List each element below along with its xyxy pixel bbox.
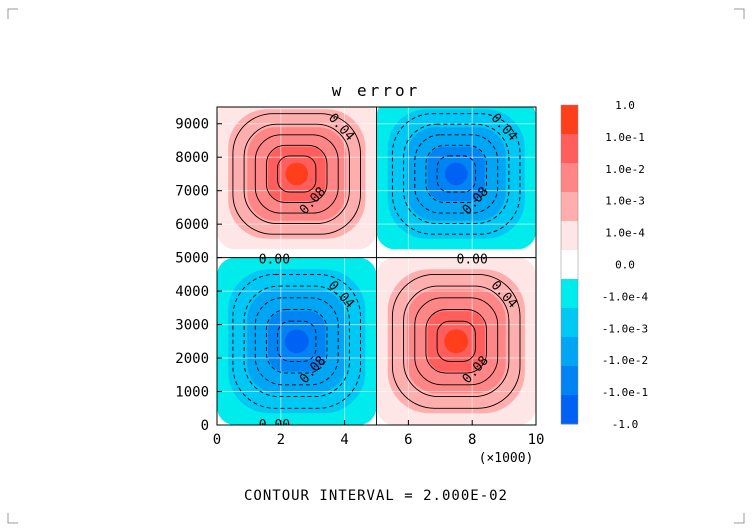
colorbar-label-1: 1.0e-1 [605, 131, 645, 144]
contour-line-1-4 [436, 155, 476, 193]
y-tick-label-9: 9000 [175, 117, 209, 133]
contour-line-3-0 [391, 273, 521, 409]
field-band-3-4 [444, 329, 469, 354]
colorbar-label-7: -1.0e-3 [602, 322, 648, 335]
contour-line-0-4 [277, 155, 317, 193]
contour-label-10: 0.00 [259, 418, 290, 433]
colorbar-label-8: -1.0e-2 [602, 354, 648, 367]
contour-line-2-4 [277, 320, 317, 362]
corner-marks [7, 8, 745, 524]
contour-line-0-0 [232, 113, 361, 235]
corner-mark-bottom-right [734, 513, 745, 524]
contour-line-3-4 [436, 320, 476, 362]
field-band-0-4 [285, 162, 309, 186]
corner-mark-top-left [7, 8, 18, 19]
colorbar-label-9: -1.0e-1 [602, 386, 648, 399]
corner-mark-bottom-left [7, 513, 18, 524]
chart-title: w error [332, 81, 420, 100]
y-tick-label-5: 5000 [175, 251, 209, 267]
x-tick-label-4: 8 [468, 432, 476, 448]
colorbar-swatch-4 [561, 221, 578, 251]
plot-frame [216, 106, 537, 426]
contour-line-1-3 [425, 144, 487, 203]
contour-line-3-3 [425, 309, 487, 374]
x-tick-label-2: 4 [340, 432, 348, 448]
colorbar-swatch-6 [561, 279, 578, 309]
contour-line-0-3 [265, 144, 328, 203]
y-tick-label-8: 8000 [175, 150, 209, 166]
plot-area: 0.040.080.040.080.00 0.000.040.080.040.08… [217, 107, 536, 433]
contour-line-1-2 [414, 134, 499, 214]
colorbar-label-6: -1.0e-4 [602, 290, 649, 303]
contour-line-0-1 [243, 123, 350, 225]
contour-label-4: 0.00 [259, 252, 290, 267]
colorbar-swatch-8 [561, 337, 578, 367]
x-tick-label-0: 0 [213, 432, 221, 448]
colorbar-label-2: 1.0e-2 [605, 163, 645, 176]
contour-interval-footer: CONTOUR INTERVAL = 2.000E-02 [244, 488, 508, 504]
y-tick-label-1: 1000 [175, 385, 209, 401]
contour-line-0-2 [254, 134, 339, 214]
colorbar-label-0: 1.0 [615, 99, 635, 112]
y-tick-label-0: 0 [201, 418, 209, 434]
colorbar: 1.0 1.0e-1 1.0e-2 1.0e-3 1.0e-4 0.0 -1.0e-4 -1.… [560, 99, 649, 431]
x-axis-multiplier: (×1000) [479, 451, 534, 466]
colorbar-swatch-10 [561, 395, 578, 425]
x-tick-label-3: 6 [404, 432, 412, 448]
field-band-2-4 [284, 329, 309, 354]
colorbar-label-4: 1.0e-4 [605, 227, 645, 240]
colorbar-swatch-7 [561, 308, 578, 338]
colorbar-swatch-5 [561, 250, 578, 280]
y-tick-label-6: 6000 [175, 217, 209, 233]
axes: 0 2 4 6 8 10 0 1000 2000 3000 4000 5000 6000 7000 8000… [175, 106, 545, 448]
contour-line-1-0 [391, 113, 521, 235]
contour-label-5: 0.00 [457, 252, 488, 267]
y-tick-label-7: 7000 [175, 184, 209, 200]
contour-line-2-1 [243, 285, 350, 398]
colorbar-swatch-1 [561, 134, 578, 164]
y-tick-label-2: 2000 [175, 351, 209, 367]
y-tick-label-4: 4000 [175, 284, 209, 300]
colorbar-swatch-2 [561, 163, 578, 193]
colorbar-swatch-9 [561, 366, 578, 396]
contour-line-2-3 [265, 309, 328, 374]
colorbar-label-10: -1.0 [612, 418, 639, 431]
contour-line-1-1 [403, 123, 510, 225]
colorbar-label-3: 1.0e-3 [605, 195, 645, 208]
corner-mark-top-right [734, 8, 745, 19]
colorbar-swatch-3 [561, 192, 578, 222]
contour-line-2-2 [254, 297, 339, 386]
x-tick-label-1: 2 [277, 432, 285, 448]
colorbar-label-5: 0.0 [615, 259, 635, 272]
y-tick-label-3: 3000 [175, 318, 209, 334]
field-band-1-4 [445, 162, 468, 186]
colorbar-swatch-0 [561, 105, 578, 135]
x-tick-label-5: 10 [528, 432, 545, 448]
contour-line-3-1 [403, 285, 510, 398]
contour-line-3-2 [414, 297, 499, 386]
colorbar-frame [560, 104, 579, 425]
contour-line-2-0 [232, 273, 361, 409]
contour-lines [217, 107, 536, 425]
